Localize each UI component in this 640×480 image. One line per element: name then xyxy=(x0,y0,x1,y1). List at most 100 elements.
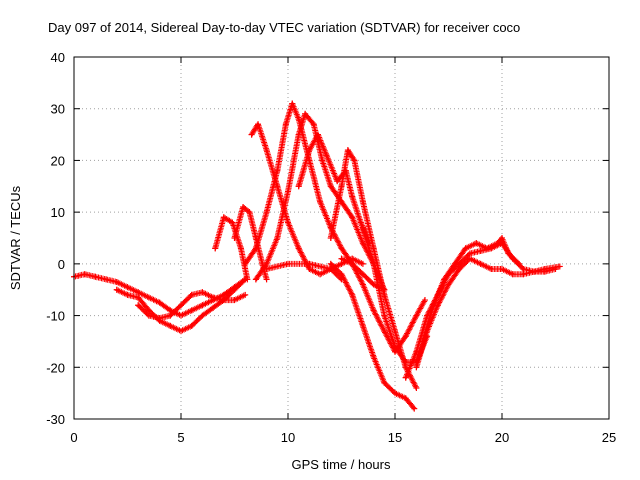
series-markers xyxy=(413,255,562,371)
data-point xyxy=(488,266,495,273)
data-point xyxy=(246,209,253,216)
data-point xyxy=(220,214,227,221)
x-tick-label: 20 xyxy=(495,430,509,445)
data-point xyxy=(413,364,420,371)
data-point xyxy=(306,260,313,267)
axis-ticks: 0 5 10 15 20 25 -30 -20 -10 0 10 20 30 40 xyxy=(46,50,616,445)
data-point xyxy=(319,157,326,164)
x-tick-label: 25 xyxy=(602,430,616,445)
data-point xyxy=(381,379,388,386)
data-point xyxy=(92,273,99,280)
data-point xyxy=(357,219,364,226)
data-point xyxy=(295,183,302,190)
y-tick-label: 0 xyxy=(58,257,65,272)
data-point xyxy=(248,131,255,138)
data-point xyxy=(282,121,289,128)
data-point xyxy=(231,235,238,241)
data-point xyxy=(252,245,259,252)
data-point xyxy=(199,312,206,319)
data-point xyxy=(231,297,238,304)
y-tick-label: 30 xyxy=(51,102,65,117)
data-point xyxy=(124,284,131,291)
y-tick-label: -30 xyxy=(46,412,65,427)
data-point xyxy=(103,276,110,283)
data-point xyxy=(124,291,131,298)
data-point xyxy=(156,299,163,306)
data-point xyxy=(263,276,270,283)
data-point xyxy=(411,405,418,412)
data-point xyxy=(473,240,480,247)
data-point xyxy=(402,374,409,381)
data-point xyxy=(392,348,398,355)
data-point xyxy=(240,203,247,210)
series-markers xyxy=(71,271,247,319)
data-point xyxy=(359,260,366,267)
data-point xyxy=(338,260,345,267)
series-pass-1 xyxy=(71,271,249,319)
data-point xyxy=(349,260,356,267)
data-point xyxy=(556,263,563,270)
data-point xyxy=(351,157,358,164)
data-point xyxy=(338,276,345,283)
series-pass-10 xyxy=(327,147,420,391)
series-pass-4 xyxy=(212,214,251,283)
data-point xyxy=(310,121,317,128)
data-point xyxy=(392,390,398,397)
data-point xyxy=(252,276,259,283)
data-point xyxy=(199,302,206,309)
data-point xyxy=(541,266,548,273)
data-point xyxy=(237,245,244,252)
data-point xyxy=(295,131,302,138)
series-pass-16 xyxy=(413,255,563,371)
data-point xyxy=(285,260,291,267)
data-point xyxy=(462,245,469,252)
data-point xyxy=(419,338,426,345)
data-point xyxy=(359,224,366,231)
data-point xyxy=(370,260,377,267)
data-point xyxy=(145,294,152,301)
series-pass-14 xyxy=(263,260,345,283)
data-point xyxy=(349,193,356,200)
plot-frame xyxy=(73,56,610,420)
data-point xyxy=(242,260,249,267)
data-point xyxy=(456,266,463,273)
data-point xyxy=(327,235,334,241)
data-point xyxy=(344,147,351,154)
data-point xyxy=(263,147,270,154)
data-point xyxy=(477,247,484,254)
data-point xyxy=(402,395,409,402)
x-tick-label: 10 xyxy=(281,430,295,445)
data-point xyxy=(359,271,366,278)
data-point xyxy=(178,328,184,335)
data-point xyxy=(188,322,195,329)
data-point xyxy=(381,328,388,335)
data-point xyxy=(370,307,377,314)
data-point xyxy=(289,100,296,107)
data-point xyxy=(359,198,366,205)
data-point xyxy=(421,297,428,304)
data-point xyxy=(231,286,238,293)
data-point xyxy=(349,291,356,298)
data-point xyxy=(212,245,219,252)
data-point xyxy=(451,260,458,267)
data-point xyxy=(430,302,437,309)
data-point xyxy=(499,235,505,241)
data-series xyxy=(71,100,563,412)
data-point xyxy=(509,271,516,278)
data-point xyxy=(274,167,281,174)
data-point xyxy=(338,245,345,252)
data-point xyxy=(285,219,291,226)
data-point xyxy=(156,315,163,322)
data-point xyxy=(244,276,251,283)
data-point xyxy=(167,322,174,329)
data-point xyxy=(178,312,184,319)
data-point xyxy=(178,302,184,309)
data-point xyxy=(349,214,356,221)
data-point xyxy=(113,278,120,285)
data-point xyxy=(381,312,388,319)
data-point xyxy=(402,333,409,340)
data-point xyxy=(229,219,236,226)
data-point xyxy=(263,260,270,267)
data-point xyxy=(520,266,527,273)
x-tick-label: 0 xyxy=(70,430,77,445)
